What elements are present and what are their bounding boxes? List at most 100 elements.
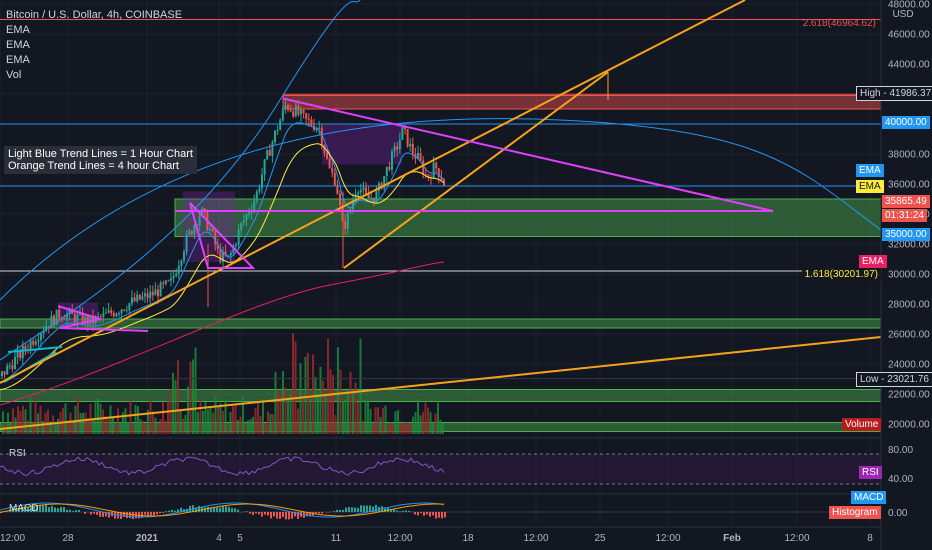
candle-body [222,251,224,262]
candle-body [102,313,105,317]
fib-2618-label: 2.618(46964.62) [802,18,876,29]
histogram-bar [15,508,17,512]
volume-bar [24,409,27,434]
study-vol[interactable]: Vol [6,69,22,81]
histogram-bar [312,512,314,517]
histogram-bar [165,511,167,512]
study-ema-3[interactable]: EMA [6,54,30,66]
volume-bar [84,412,87,434]
study-ema-2[interactable]: EMA [6,39,30,51]
candle-body [198,215,201,226]
macd-pane-title: MACD [9,503,39,514]
histogram-bar [321,512,323,514]
candle-body [21,345,24,359]
volume-bar [104,416,107,434]
histogram-bar [141,512,143,518]
volume-bar [399,423,402,434]
histogram-bar [276,512,278,519]
volume-bar [49,421,52,434]
candle-body [107,310,110,313]
histogram-bar [180,507,182,512]
light-blue-trend-curve [0,0,361,361]
volume-bar [327,338,329,434]
volume-bar [92,417,94,434]
histogram-bar [267,512,269,516]
candle-body [16,350,19,358]
candle-body [370,197,373,199]
candle-body [180,260,183,267]
candle-body [73,314,76,323]
histogram-bar [36,505,38,512]
histogram-bar [156,512,158,515]
volume-bar [207,409,209,434]
macd-badge: MACD [851,491,887,504]
volume-bar [197,412,199,434]
candle-body [157,289,159,297]
histogram-bar [402,510,404,512]
orange-trend-line [0,336,882,430]
study-ema-1[interactable]: EMA [6,24,30,36]
volume-bar [369,408,372,434]
volume-bar [217,406,219,434]
histogram-bar [336,509,338,512]
time-tick-label: 11 [331,533,342,544]
histogram-bar [249,512,251,514]
histogram-bar [354,507,356,512]
candle-body [193,225,196,235]
volume-bar [292,333,294,434]
candle-body [424,174,427,176]
volume-bar [334,415,337,434]
candle-body [302,109,305,114]
histogram-bar [252,512,254,515]
light-blue-short-line [7,346,63,353]
fib-1618-label: 1.618(30201.97) [801,268,881,281]
volume-bar [102,409,104,434]
volume-bar [362,420,364,434]
volume-bar [284,387,287,434]
volume-bar [97,398,99,434]
volume-bar [62,407,64,434]
histogram-bar [18,507,20,512]
volume-bar [407,422,409,434]
volume-bar [182,418,184,434]
time-tick-label: Feb [723,533,741,544]
candle-body [237,229,240,245]
candle-body [279,120,282,131]
volume-bar [19,411,22,434]
histogram-bar [342,509,344,512]
volume-bar [252,416,254,434]
histogram-bar [42,505,44,512]
consolidation-box [183,191,235,262]
candle-body [307,118,310,120]
volume-bar [72,424,74,434]
orange-trend-line [343,71,609,269]
note-line-2: Orange Trend Lines = 4 hour Chart [8,160,179,172]
volume-bar [244,424,247,434]
volume-bar [79,412,82,434]
volume-bar [214,396,217,434]
rsi-tick-label: 80.00 [888,445,913,456]
trendline-note[interactable]: Light Blue Trend Lines = 1 Hour Chart Or… [4,146,197,174]
histogram-bar [369,505,371,512]
volume-bar [22,405,24,434]
chart-legend: Bitcoin / U.S. Dollar, 4h, COINBASE EMA … [6,8,182,83]
candle-body [240,223,243,230]
candle-body [86,316,89,325]
candle-body [396,146,399,150]
volume-bar [289,395,292,434]
histogram-bar [144,512,146,515]
volume-bar [332,375,334,434]
volume-bar [149,400,152,434]
histogram-bar [294,512,296,517]
candle-body [154,289,157,296]
histogram-bar [327,512,329,513]
volume-bar [12,408,14,434]
candle-body [214,231,217,245]
histogram-bar [96,512,98,515]
volume-bar [167,401,169,434]
histogram-bar [246,511,248,512]
candle-body [401,126,404,140]
volume-bar [204,402,207,434]
